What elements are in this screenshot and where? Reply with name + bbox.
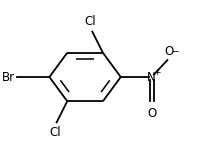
Text: −: − — [171, 47, 178, 56]
Text: Cl: Cl — [49, 126, 61, 139]
Text: O: O — [147, 107, 156, 120]
Text: Br: Br — [2, 71, 15, 83]
Text: +: + — [153, 68, 161, 77]
Text: Cl: Cl — [84, 15, 96, 28]
Text: O: O — [164, 45, 174, 58]
Text: N: N — [147, 71, 156, 83]
